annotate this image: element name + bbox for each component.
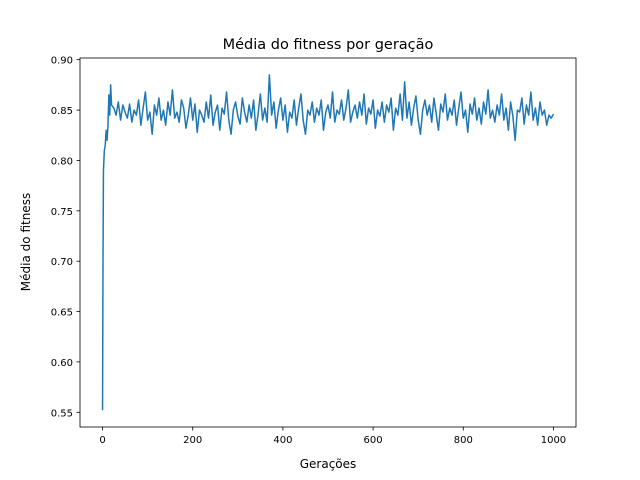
y-tick-label: 0.70 xyxy=(51,257,73,268)
x-tick-label: 1000 xyxy=(541,435,566,446)
x-tick-label: 800 xyxy=(454,435,473,446)
data-line xyxy=(101,74,555,411)
y-axis-label: Média do fitness xyxy=(19,193,33,291)
x-axis-label: Gerações xyxy=(300,457,357,471)
x-tick-label: 600 xyxy=(364,435,383,446)
y-tick-label: 0.60 xyxy=(51,358,73,369)
y-tick-label: 0.55 xyxy=(51,408,73,419)
x-tick-label: 200 xyxy=(183,435,202,446)
y-tick-label: 0.75 xyxy=(51,207,73,218)
chart-title: Média do fitness por geração xyxy=(223,37,434,53)
x-tick-label: 400 xyxy=(273,435,292,446)
plot-frame xyxy=(79,57,577,428)
y-tick-label: 0.80 xyxy=(51,156,73,167)
y-tick-label: 0.85 xyxy=(51,106,73,117)
x-tick-label: 0 xyxy=(99,435,105,446)
y-tick-label: 0.90 xyxy=(51,56,73,67)
y-tick-label: 0.65 xyxy=(51,308,73,319)
